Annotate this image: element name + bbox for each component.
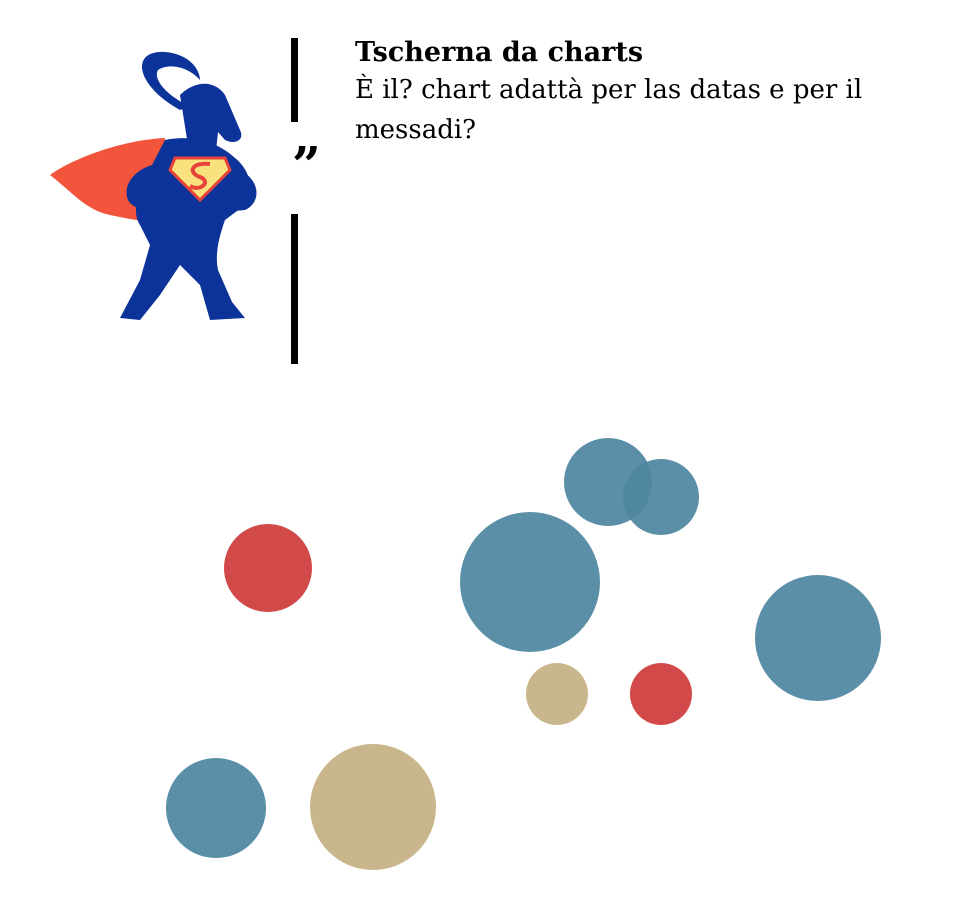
arm-shape bbox=[126, 165, 158, 209]
header-text: Tscherna da charts È il? chart adattà pe… bbox=[355, 36, 945, 150]
page-subtitle: È il? chart adattà per las datas e per i… bbox=[355, 75, 863, 145]
quote-mark: ” bbox=[292, 135, 321, 194]
arm-shape bbox=[225, 170, 257, 212]
bubble-point-8 bbox=[166, 758, 266, 858]
horn-shape bbox=[142, 51, 200, 110]
page-title: Tscherna da charts bbox=[355, 37, 644, 68]
emblem-s-shape bbox=[188, 161, 211, 190]
superhero-goat-icon bbox=[50, 51, 257, 320]
bubble-point-4 bbox=[224, 524, 312, 612]
bubble-point-3 bbox=[460, 512, 600, 652]
divider-bar-bottom bbox=[291, 214, 298, 364]
bubble-point-6 bbox=[526, 663, 588, 725]
bubble-point-2 bbox=[623, 459, 699, 535]
bubble-point-9 bbox=[310, 744, 436, 870]
bubble-point-5 bbox=[755, 575, 881, 701]
divider-bar-top bbox=[291, 38, 298, 122]
bubble-point-7 bbox=[630, 663, 692, 725]
